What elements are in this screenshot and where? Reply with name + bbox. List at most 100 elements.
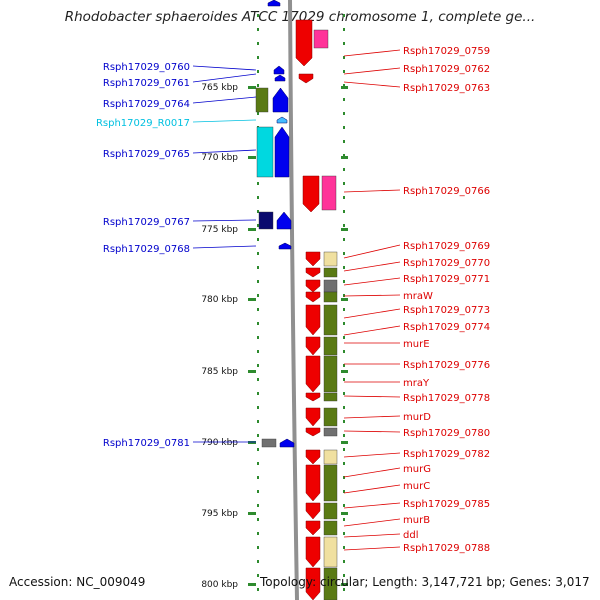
gene-label[interactable]: Rsph17029_0774: [403, 322, 490, 333]
reverse-gene-arrow[interactable]: [295, 19, 313, 67]
gene-label[interactable]: Rsph17029_0767: [103, 217, 190, 228]
track-dot: [257, 434, 259, 437]
gene-label[interactable]: Rsph17029_0776: [403, 360, 490, 371]
track-dot: [257, 14, 259, 17]
gene-label[interactable]: Rsph17029_R0017: [96, 118, 190, 129]
forward-gene-arrow[interactable]: [276, 211, 292, 230]
cog-box[interactable]: [323, 567, 338, 600]
cog-box[interactable]: [323, 502, 338, 520]
gene-label[interactable]: Rsph17029_0771: [403, 274, 490, 285]
reverse-gene-arrow[interactable]: [305, 251, 321, 267]
gene-label[interactable]: Rsph17029_0781: [103, 438, 190, 449]
cog-box[interactable]: [323, 427, 338, 437]
cog-box[interactable]: [258, 211, 274, 230]
cog-box[interactable]: [323, 520, 338, 536]
track-dot: [257, 574, 259, 577]
track-dot: [257, 378, 259, 381]
cog-box[interactable]: [323, 407, 338, 427]
track-dot: [343, 322, 345, 325]
reverse-gene-arrow[interactable]: [305, 567, 321, 600]
cog-box[interactable]: [255, 87, 269, 113]
gene-label[interactable]: Rsph17029_0780: [403, 428, 490, 439]
cog-box[interactable]: [323, 279, 338, 293]
gene-label[interactable]: Rsph17029_0761: [103, 78, 190, 89]
cog-box[interactable]: [323, 449, 338, 465]
reverse-gene-arrow[interactable]: [298, 73, 314, 84]
gene-label[interactable]: Rsph17029_0778: [403, 393, 490, 404]
gene-label[interactable]: murD: [403, 412, 431, 423]
gene-label[interactable]: murG: [403, 464, 431, 475]
gene-label[interactable]: Rsph17029_0770: [403, 258, 490, 269]
cog-box[interactable]: [323, 336, 338, 356]
leader-line: [343, 277, 401, 286]
forward-gene-arrow[interactable]: [274, 126, 290, 178]
gene-label[interactable]: Rsph17029_0764: [103, 99, 190, 110]
reverse-gene-arrow[interactable]: [305, 536, 321, 568]
cog-box[interactable]: [323, 536, 338, 568]
reverse-gene-arrow[interactable]: [305, 291, 321, 303]
gene-label[interactable]: Rsph17029_0760: [103, 62, 190, 73]
cog-box[interactable]: [323, 355, 338, 393]
track-dot: [257, 560, 259, 563]
track-dot: [257, 406, 259, 409]
gene-label[interactable]: murE: [403, 339, 430, 350]
cog-box[interactable]: [323, 291, 338, 303]
cog-box[interactable]: [323, 251, 338, 267]
reverse-gene-arrow[interactable]: [302, 175, 320, 213]
reverse-gene-arrow[interactable]: [305, 449, 321, 465]
cog-box[interactable]: [321, 175, 337, 211]
leader-line: [343, 244, 401, 259]
gene-label[interactable]: Rsph17029_0773: [403, 305, 490, 316]
forward-gene-arrow[interactable]: [278, 242, 292, 250]
reverse-gene-arrow[interactable]: [305, 267, 321, 278]
track-dot: [343, 84, 345, 87]
reverse-gene-arrow[interactable]: [305, 392, 321, 402]
cog-box[interactable]: [313, 29, 329, 49]
gene-label[interactable]: Rsph17029_0788: [403, 543, 490, 554]
gene-label[interactable]: murB: [403, 515, 430, 526]
gene-label[interactable]: murC: [403, 481, 430, 492]
reverse-gene-arrow[interactable]: [305, 520, 321, 536]
leader-line: [192, 73, 257, 83]
reverse-gene-arrow[interactable]: [305, 427, 321, 437]
forward-gene-arrow[interactable]: [276, 116, 288, 124]
cog-box[interactable]: [323, 392, 338, 402]
gene-features[interactable]: [255, 0, 338, 600]
gene-labels[interactable]: Rsph17029_0760 Rsph17029_0761 Rsph17029_07…: [96, 46, 490, 554]
gene-label[interactable]: Rsph17029_0768: [103, 244, 190, 255]
gene-label[interactable]: Rsph17029_0759: [403, 46, 490, 57]
forward-gene-arrow[interactable]: [267, 0, 281, 7]
reverse-gene-arrow[interactable]: [305, 355, 321, 393]
track-dot: [257, 448, 259, 451]
gene-label[interactable]: Rsph17029_0765: [103, 149, 190, 160]
leader-line: [343, 49, 401, 57]
cog-box[interactable]: [261, 438, 277, 448]
track-dot: [257, 182, 259, 185]
cog-box[interactable]: [323, 464, 338, 502]
forward-gene-arrow[interactable]: [279, 438, 295, 448]
reverse-gene-arrow[interactable]: [305, 336, 321, 356]
reverse-gene-arrow[interactable]: [305, 279, 321, 293]
gene-label[interactable]: Rsph17029_0785: [403, 499, 490, 510]
cog-box[interactable]: [323, 267, 338, 278]
gene-label[interactable]: Rsph17029_0782: [403, 449, 490, 460]
forward-gene-arrow[interactable]: [273, 65, 285, 75]
gene-label[interactable]: Rsph17029_0766: [403, 186, 490, 197]
leader-line: [343, 533, 401, 538]
gene-label[interactable]: Rsph17029_0763: [403, 83, 490, 94]
gene-label[interactable]: mraY: [403, 378, 430, 389]
track-dot: [257, 238, 259, 241]
gene-label[interactable]: mraW: [403, 291, 433, 302]
reverse-gene-arrow[interactable]: [305, 502, 321, 520]
gene-label[interactable]: ddl: [403, 530, 418, 541]
reverse-gene-arrow[interactable]: [305, 464, 321, 502]
rna-box[interactable]: [256, 126, 274, 178]
reverse-gene-arrow[interactable]: [305, 304, 321, 336]
gene-label[interactable]: Rsph17029_0762: [403, 64, 490, 75]
cog-box[interactable]: [323, 304, 338, 336]
forward-gene-arrow[interactable]: [274, 74, 286, 82]
forward-gene-arrow[interactable]: [272, 87, 289, 113]
reverse-gene-arrow[interactable]: [305, 407, 321, 427]
gene-label[interactable]: Rsph17029_0769: [403, 241, 490, 252]
